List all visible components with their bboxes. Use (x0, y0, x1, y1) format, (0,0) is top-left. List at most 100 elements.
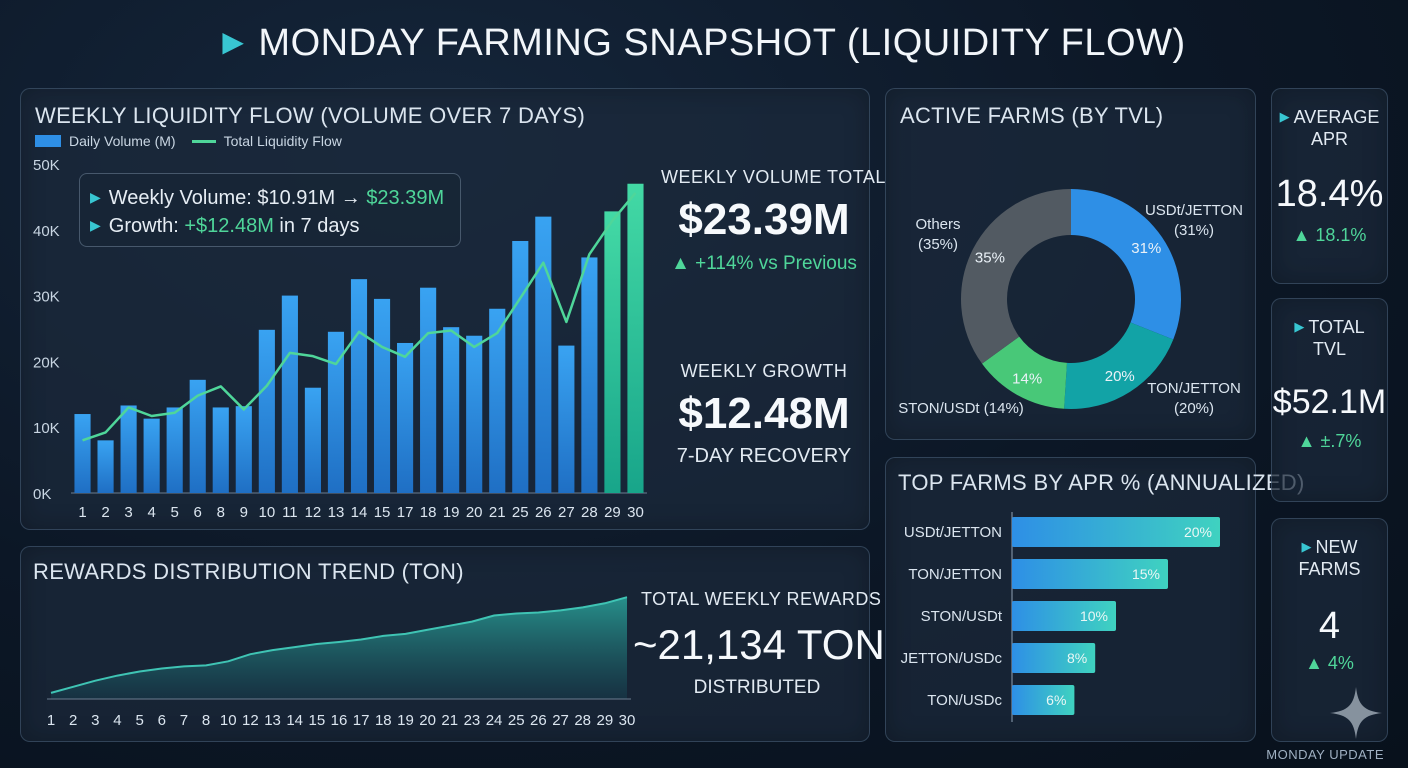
slice-outer-pct-label: (31%) (1174, 222, 1214, 239)
x-tick-label: 2 (101, 504, 109, 521)
x-tick-label: 20 (466, 504, 483, 521)
x-tick-label: 21 (441, 712, 458, 729)
weekly-growth-label: WEEKLY GROWTH (680, 361, 848, 381)
x-tick-label: 25 (508, 712, 525, 729)
apr-category-label: TON/USDc (927, 692, 1002, 709)
weekly-volume-label: WEEKLY VOLUME TOTAL (661, 167, 886, 187)
volume-callout: ▶ Weekly Volume: $10.91M → $23.39M ▶ Growt… (79, 173, 461, 247)
total-tvl-label: ▶ TOTAL TVL (1272, 317, 1387, 359)
apr-value-label: 15% (1132, 566, 1160, 582)
x-tick-label: 5 (171, 504, 179, 521)
x-tick-label: 1 (47, 712, 55, 729)
legend-line-swatch (191, 139, 216, 143)
play-triangle-icon: ▶ (1279, 109, 1290, 124)
x-tick-label: 6 (158, 712, 166, 729)
donut-slice (961, 189, 1071, 364)
slice-name-label: TON/JETTON (1147, 380, 1241, 397)
x-tick-label: 9 (240, 504, 248, 521)
y-tick-label: 50K (33, 157, 60, 174)
rewards-area (51, 597, 627, 699)
x-tick-label: 14 (286, 712, 303, 729)
slice-pct-label: 14% (1012, 371, 1042, 388)
x-tick-label: 10 (258, 504, 275, 521)
x-tick-label: 18 (375, 712, 392, 729)
volume-bar (97, 440, 114, 493)
y-tick-label: 0K (33, 486, 51, 503)
x-tick-label: 6 (194, 504, 202, 521)
weekly-growth-sub: 7-DAY RECOVERY (676, 445, 852, 467)
apr-category-label: STON/USDt (921, 608, 1003, 625)
volume-bar (143, 418, 160, 493)
x-tick-label: 11 (282, 504, 298, 521)
sparkle-icon (1330, 687, 1382, 739)
x-tick-label: 16 (331, 712, 348, 729)
volume-bar (212, 407, 229, 493)
liquidity-flow-title: WEEKLY LIQUIDITY FLOW (VOLUME OVER 7 DAY… (35, 103, 586, 128)
donut-slice (1064, 322, 1174, 409)
apr-category-label: TON/JETTON (908, 566, 1002, 583)
legend-bar-label: Daily Volume (M) (69, 133, 176, 149)
x-tick-label: 8 (217, 504, 225, 521)
total-tvl-label-1: TOTAL (1308, 317, 1365, 337)
slice-name-label: STON/USDt (14%) (898, 400, 1024, 417)
average-apr-label: ▶ AVERAGE APR (1272, 107, 1387, 149)
slice-pct-label: 20% (1105, 368, 1135, 385)
donut-slice (1071, 189, 1181, 340)
average-apr-card: ▶ AVERAGE APR 18.4% ▲ 18.1% (1271, 88, 1388, 284)
apr-value-label: 10% (1080, 608, 1108, 624)
slice-name-label: USDt/JETTON (1145, 202, 1243, 219)
average-apr-value: 18.4% (1275, 173, 1384, 215)
callout-growth-line: ▶ Growth: +$12.48M in 7 days (90, 212, 450, 240)
x-tick-label: 17 (397, 504, 414, 521)
average-apr-change: ▲ 18.1% (1292, 225, 1367, 245)
new-farms-label-1: NEW (1315, 537, 1358, 557)
total-tvl-value: $52.1M (1272, 383, 1387, 421)
volume-bar (535, 216, 552, 493)
rewards-total-label: TOTAL WEEKLY REWARDS (641, 589, 882, 609)
x-tick-label: 30 (619, 712, 636, 729)
x-tick-label: 28 (581, 504, 598, 521)
volume-bar (258, 329, 275, 493)
callout-growth-value: +$12.48M (184, 215, 274, 237)
top-farms-panel: TOP FARMS BY APR % (ANNUALIZED) USDt/JET… (885, 457, 1304, 742)
liquidity-legend: Daily Volume (M) Total Liquidity Flow (35, 133, 342, 149)
y-tick-label: 10K (33, 420, 60, 437)
x-tick-label: 17 (353, 712, 370, 729)
callout-growth-suffix: in 7 days (273, 215, 360, 237)
apr-value-label: 20% (1184, 524, 1212, 540)
new-farms-change-text: ▲ 4% (1305, 653, 1354, 673)
average-apr-label-1: AVERAGE (1293, 107, 1380, 127)
top-farms-title: TOP FARMS BY APR % (ANNUALIZED) (898, 470, 1305, 495)
volume-bar (166, 407, 183, 493)
slice-name-label: Others (915, 216, 960, 233)
x-tick-label: 12 (242, 712, 259, 729)
rewards-total-sub: DISTRIBUTED (693, 677, 821, 698)
x-tick-label: 2 (69, 712, 77, 729)
x-tick-label: 10 (220, 712, 237, 729)
x-tick-label: 26 (530, 712, 547, 729)
x-tick-label: 25 (512, 504, 529, 521)
play-triangle-icon: ▶ (222, 26, 245, 57)
apr-value-label: 6% (1046, 692, 1066, 708)
legend-line-label: Total Liquidity Flow (223, 133, 342, 149)
weekly-growth-value: $12.48M (678, 389, 850, 438)
volume-bar (512, 240, 529, 493)
x-tick-label: 1 (78, 504, 86, 521)
volume-bar (627, 183, 644, 493)
y-tick-label: 20K (33, 354, 60, 371)
volume-bar (189, 379, 206, 493)
play-triangle-icon: ▶ (1294, 319, 1305, 334)
volume-bar (489, 308, 506, 493)
volume-bar (466, 335, 483, 493)
x-tick-label: 5 (135, 712, 143, 729)
active-farms-panel: ACTIVE FARMS (BY TVL) 31% USDt/JETTON (31%… (885, 88, 1256, 440)
volume-bar (558, 345, 575, 493)
rewards-chart: 1 2 3 4 5 6 7 8 10 12 13 14 15 16 17 18 19 20 21 23 24 25 26 27… (47, 596, 636, 729)
volume-bar (327, 331, 345, 493)
apr-category-label: USDt/JETTON (904, 524, 1002, 541)
x-tick-label: 12 (305, 504, 322, 521)
x-tick-label: 30 (627, 504, 644, 521)
apr-value-label: 8% (1067, 650, 1087, 666)
